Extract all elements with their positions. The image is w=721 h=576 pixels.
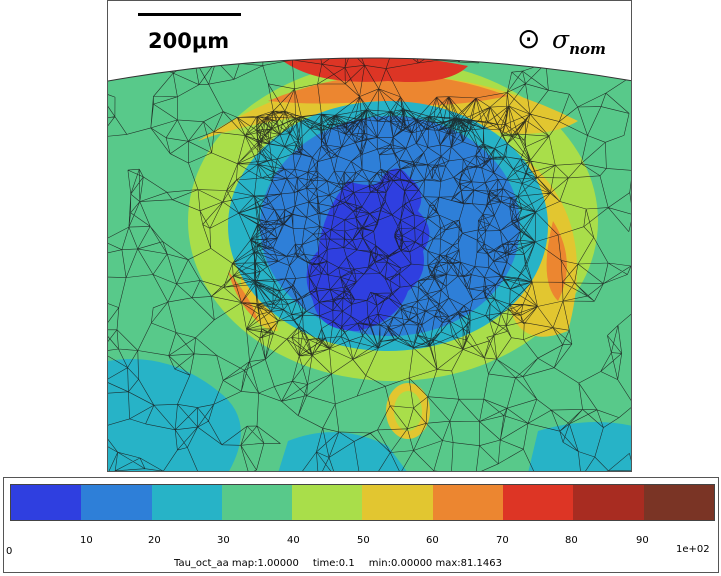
colorbar-tick-label: 80 <box>565 535 578 546</box>
colorbar-segment <box>503 485 574 520</box>
colorbar-segment <box>643 485 714 520</box>
sigma-subscript: nom <box>569 40 606 58</box>
mesh-lines <box>108 58 631 471</box>
colorbar-tick-label: 30 <box>217 535 230 546</box>
color-legend: 0 10 20 30 40 50 60 70 80 90 1e+02 Tau_oct_aa map:… <box>3 477 719 573</box>
scale-bar <box>138 13 241 16</box>
colorbar-tick-label: 60 <box>426 535 439 546</box>
free-surface-edge <box>108 57 631 82</box>
colorbar-segment <box>221 485 293 520</box>
contour-fill <box>108 58 631 471</box>
stress-direction-label: σnom <box>552 25 606 58</box>
time-label: time:0.1 <box>312 558 355 569</box>
mesh-viewer: 200μm ⊙ σnom <box>107 0 632 472</box>
colorbar-segment <box>292 485 363 520</box>
stress-contour-mesh <box>108 57 631 471</box>
sigma-symbol: σ <box>552 25 570 54</box>
range-label: min:0.00000 max:81.1463 <box>368 558 502 569</box>
colorbar-segment <box>81 485 152 520</box>
colorbar-tick-label: 50 <box>357 535 370 546</box>
colorbar-segment <box>432 485 504 520</box>
out-of-plane-icon: ⊙ <box>517 22 541 55</box>
colorbar-tick-label: 90 <box>636 535 649 546</box>
colorbar-segment <box>151 485 222 520</box>
field-name-label: Tau_oct_aa map:1.00000 <box>174 558 299 569</box>
colorbar-segment <box>573 485 644 520</box>
scale-bar-label: 200μm <box>148 29 230 53</box>
colorbar-tick-label: 1e+02 <box>676 544 710 555</box>
legend-info: Tau_oct_aa map:1.00000 time:0.1 min:0.0000… <box>174 558 516 569</box>
colorbar-segment <box>11 485 82 520</box>
colorbar-tick-label: 0 <box>6 546 13 557</box>
colorbar-tick-label: 20 <box>148 535 161 546</box>
colorbar-segment <box>362 485 433 520</box>
colorbar-tick-label: 70 <box>496 535 509 546</box>
colorbar-tick-label: 40 <box>287 535 300 546</box>
colorbar-tick-label: 10 <box>80 535 93 546</box>
colorbar <box>10 484 715 521</box>
